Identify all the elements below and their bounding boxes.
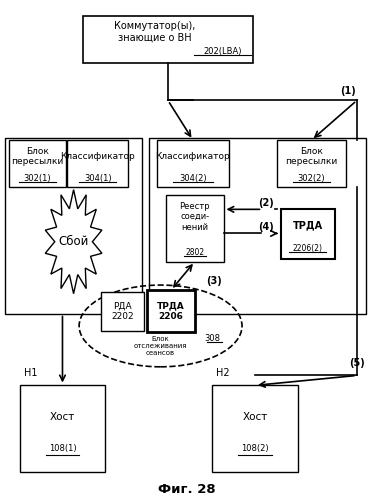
Text: 308: 308 xyxy=(204,334,220,343)
Polygon shape xyxy=(45,190,102,294)
FancyBboxPatch shape xyxy=(277,140,346,187)
Text: 302(2): 302(2) xyxy=(298,174,325,183)
Text: Блок
пересылки: Блок пересылки xyxy=(11,147,64,166)
Text: 304(2): 304(2) xyxy=(179,174,207,183)
FancyBboxPatch shape xyxy=(101,292,144,331)
FancyBboxPatch shape xyxy=(166,195,223,261)
Text: 108(2): 108(2) xyxy=(241,444,269,453)
Text: 304(1): 304(1) xyxy=(84,174,112,183)
Text: 202(LBA): 202(LBA) xyxy=(203,47,242,56)
FancyBboxPatch shape xyxy=(147,290,195,332)
FancyBboxPatch shape xyxy=(20,385,105,472)
Text: 302(1): 302(1) xyxy=(23,174,51,183)
Text: 108(1): 108(1) xyxy=(48,444,76,453)
Text: Фиг. 28: Фиг. 28 xyxy=(158,483,215,496)
Text: Реестр
соеди-
нений: Реестр соеди- нений xyxy=(179,202,210,232)
FancyBboxPatch shape xyxy=(281,210,335,259)
Text: Классификатор: Классификатор xyxy=(156,152,231,161)
Text: (4): (4) xyxy=(258,223,274,233)
FancyBboxPatch shape xyxy=(9,140,66,187)
FancyBboxPatch shape xyxy=(83,16,253,63)
Text: РДА
2202: РДА 2202 xyxy=(111,302,134,321)
FancyBboxPatch shape xyxy=(5,138,142,313)
Text: (3): (3) xyxy=(206,276,222,286)
Text: Н1: Н1 xyxy=(23,368,37,378)
FancyBboxPatch shape xyxy=(157,140,229,187)
Text: Блок
пересылки: Блок пересылки xyxy=(285,147,338,166)
Text: 2802: 2802 xyxy=(185,248,204,256)
Text: Н2: Н2 xyxy=(216,368,230,378)
Text: Классификатор: Классификатор xyxy=(60,152,135,161)
Text: Хост: Хост xyxy=(242,413,267,423)
Text: ТРДА
2206: ТРДА 2206 xyxy=(157,301,185,321)
Text: Блок
отслеживания
сеансов: Блок отслеживания сеансов xyxy=(134,336,187,356)
FancyBboxPatch shape xyxy=(67,140,128,187)
Text: (2): (2) xyxy=(258,199,274,209)
Text: Коммутатор(ы),
знающие о ВН: Коммутатор(ы), знающие о ВН xyxy=(114,21,195,42)
Text: (5): (5) xyxy=(349,358,365,368)
FancyBboxPatch shape xyxy=(150,138,366,313)
Text: Сбой: Сбой xyxy=(59,235,89,248)
FancyBboxPatch shape xyxy=(212,385,298,472)
Text: Хост: Хост xyxy=(50,413,75,423)
Text: 2206(2): 2206(2) xyxy=(293,244,323,252)
Text: (1): (1) xyxy=(340,85,355,96)
Text: ТРДА: ТРДА xyxy=(293,221,323,231)
